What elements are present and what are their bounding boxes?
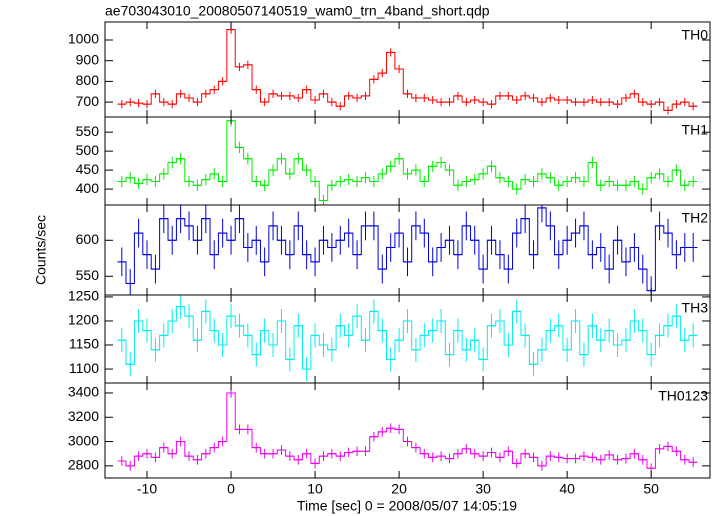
y-tick-label: 3200 xyxy=(68,408,99,424)
x-tick-label: 10 xyxy=(307,481,323,497)
y-tick-label: 400 xyxy=(76,180,100,196)
panel-frame xyxy=(104,116,711,206)
y-tick-label: 1150 xyxy=(69,336,99,352)
panel-marks xyxy=(117,205,698,295)
x-tick-label: 50 xyxy=(643,481,659,497)
panel-marks xyxy=(117,117,698,205)
y-tick-label: 1200 xyxy=(68,312,99,328)
panel-frame xyxy=(104,21,711,118)
y-tick-label: 550 xyxy=(76,267,100,283)
panel-marks xyxy=(117,388,698,474)
panel-label: TH0 xyxy=(682,27,709,43)
y-axis-label: Counts/sec xyxy=(33,215,49,285)
step-connector xyxy=(117,392,698,469)
panel-label: TH3 xyxy=(682,300,709,316)
y-tick-label: 600 xyxy=(76,231,100,247)
y-tick-label: 900 xyxy=(76,51,100,67)
panel-label: TH1 xyxy=(682,122,709,138)
panel-frame xyxy=(104,294,711,384)
y-tick-label: 1000 xyxy=(68,31,99,47)
x-tick-label: 20 xyxy=(391,481,407,497)
x-tick-label: 0 xyxy=(227,481,235,497)
y-tick-label: 800 xyxy=(76,72,100,88)
y-tick-label: 1250 xyxy=(68,288,99,304)
step-connector xyxy=(117,29,698,111)
x-tick-label: -10 xyxy=(137,481,157,497)
panel-marks xyxy=(117,295,698,382)
y-tick-label: 3000 xyxy=(68,432,99,448)
y-tick-label: 500 xyxy=(76,142,100,158)
panel-label: TH2 xyxy=(682,210,709,226)
panel-marks xyxy=(117,25,698,115)
panel-label: TH0123 xyxy=(658,388,708,404)
y-tick-label: 1100 xyxy=(69,360,99,376)
y-tick-label: 2800 xyxy=(68,457,99,473)
x-tick-label: 40 xyxy=(559,481,575,497)
chart-title: ae703043010_20080507140519_wam0_trn_4ban… xyxy=(105,3,490,19)
x-axis-label: Time [sec] 0 = 2008/05/07 14:05:19 xyxy=(297,498,517,514)
y-tick-label: 450 xyxy=(76,161,100,177)
step-connector xyxy=(117,207,698,292)
y-tick-label: 3400 xyxy=(68,384,99,400)
y-tick-label: 700 xyxy=(76,93,100,109)
step-connector xyxy=(117,306,698,370)
step-connector xyxy=(117,120,698,201)
y-tick-label: 550 xyxy=(76,123,100,139)
x-tick-label: 30 xyxy=(475,481,491,497)
panel-frame xyxy=(104,382,711,479)
